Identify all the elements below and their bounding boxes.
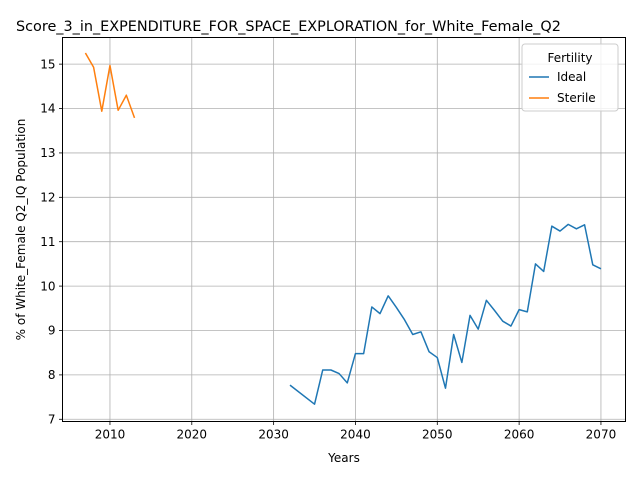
y-tick-label: 14	[40, 102, 55, 116]
grid	[62, 37, 626, 422]
legend-label-sterile: Sterile	[557, 91, 596, 105]
legend: Fertility Ideal Sterile	[521, 43, 619, 112]
legend-title: Fertility	[547, 51, 592, 65]
y-tick-label: 11	[40, 235, 55, 249]
x-tick-label: 2060	[504, 428, 535, 442]
x-axis-label: Years	[327, 451, 360, 465]
y-tick-label: 13	[40, 146, 55, 160]
series-lines	[84, 52, 602, 405]
plot-frame	[62, 37, 626, 422]
legend-box	[521, 43, 619, 112]
y-tick-label: 12	[40, 191, 55, 205]
x-tick-label: 2030	[258, 428, 289, 442]
x-tick-label: 2010	[95, 428, 126, 442]
axis-ticks: 2010 2020 2030 2040 2050 2060 2070 7 8 9 10 11 12 13 1…	[40, 57, 616, 441]
x-tick-label: 2070	[586, 428, 617, 442]
y-tick-label: 8	[48, 368, 56, 382]
x-tick-label: 2050	[422, 428, 453, 442]
legend-label-ideal: Ideal	[557, 70, 586, 84]
y-tick-label: 10	[40, 279, 55, 293]
x-tick-label: 2020	[177, 428, 208, 442]
x-tick-label: 2040	[340, 428, 371, 442]
y-tick-label: 9	[48, 324, 56, 338]
series-line-ideal	[289, 223, 602, 405]
series-line-sterile	[84, 52, 136, 119]
y-tick-label: 7	[48, 412, 56, 426]
y-axis-label: % of White_Female Q2_IQ Population	[14, 119, 28, 341]
chart-title: Score_3_in_EXPENDITURE_FOR_SPACE_EXPLORA…	[16, 19, 561, 35]
y-tick-label: 15	[40, 57, 55, 71]
